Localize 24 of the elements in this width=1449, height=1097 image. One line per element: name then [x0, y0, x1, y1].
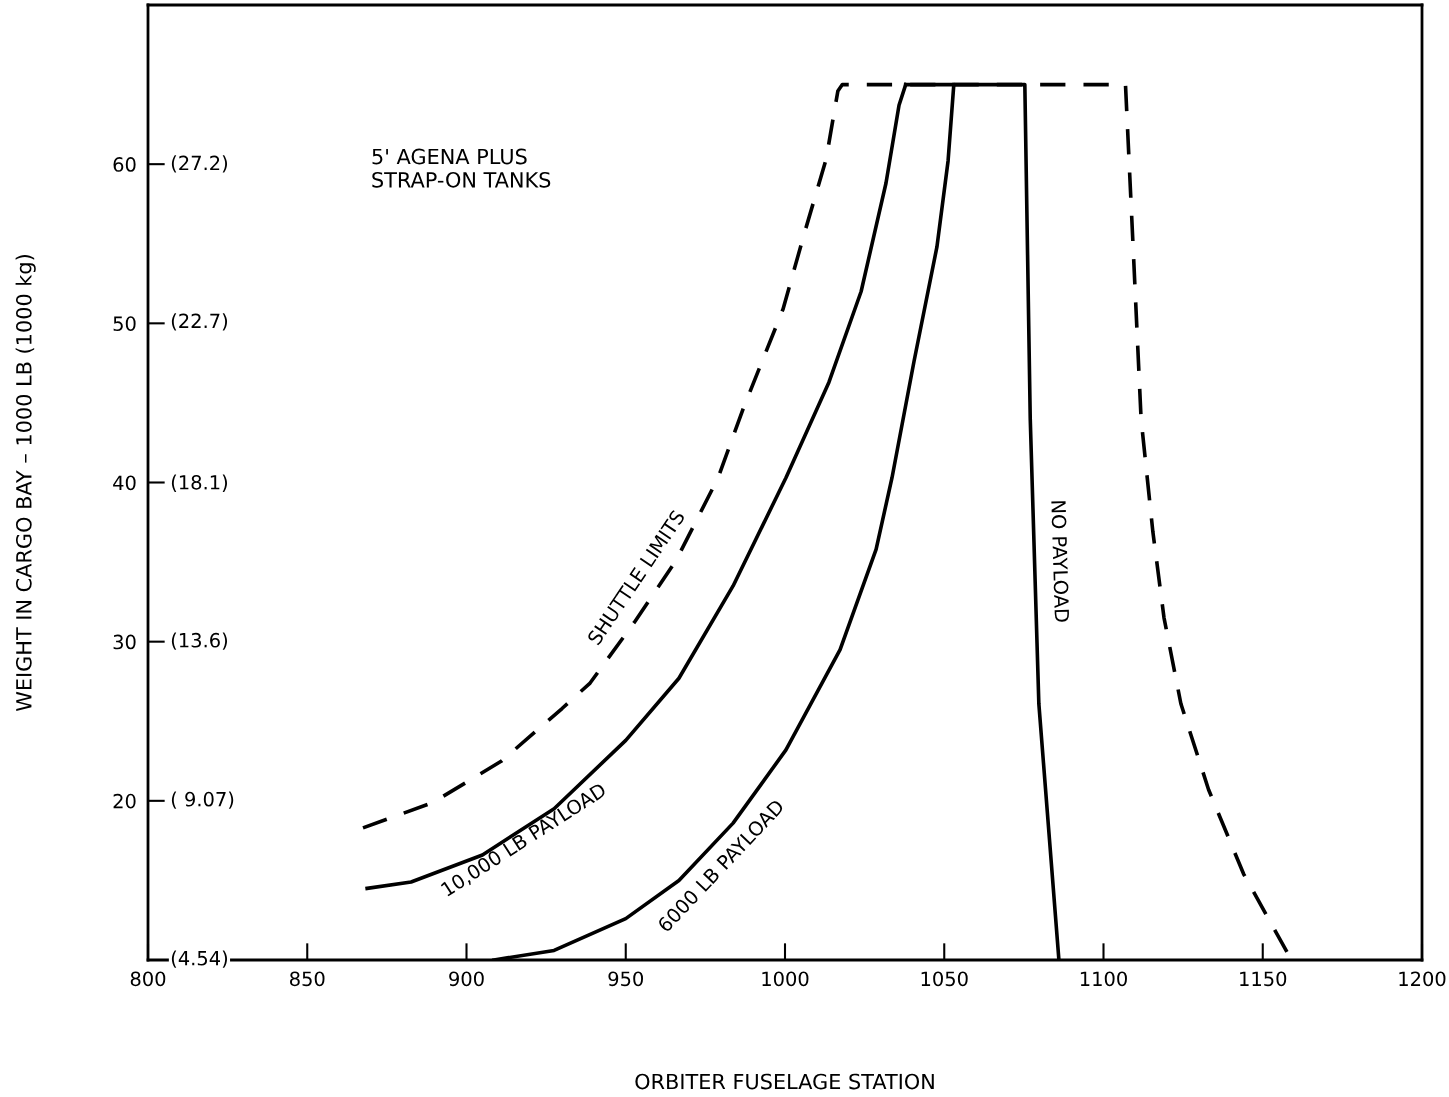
x-tick-label: 800	[130, 971, 166, 987]
y-axis-title: WEIGHT IN CARGO BAY – 1000 LB (1000 kg)	[15, 255, 36, 712]
x-tick-label: 950	[608, 971, 644, 987]
y-tick-label: 40	[113, 475, 136, 491]
x-tick-label: 1000	[762, 971, 809, 987]
y-tick-label: 50	[113, 316, 136, 331]
y2-tick-label: (4.54)	[171, 950, 228, 968]
x-tick-label: 1200	[1399, 971, 1446, 987]
text: NO PAYLOAD	[1051, 501, 1070, 623]
x-tick-label: 850	[290, 971, 325, 987]
x-tick-label: 1050	[921, 971, 968, 987]
y-tick-label: 30	[113, 634, 136, 650]
y2-tick-label: (27.2)	[171, 155, 228, 173]
y2-tick-label: (13.6)	[171, 632, 228, 650]
x-axis-title: ORBITER FUSELAGE STATION	[635, 1073, 934, 1090]
y2-tick-label: (22.7)	[171, 313, 228, 331]
x-tick-label: 900	[449, 971, 484, 987]
y-tick-label: 20	[113, 793, 136, 809]
x-tick-label: 1150	[1240, 971, 1287, 987]
x-tick-label: 1100	[1080, 971, 1127, 987]
y-tick-label: 60	[113, 157, 136, 172]
annotation: 5' AGENA PLUS STRAP-ON TANKS	[372, 148, 551, 188]
y2-tick-label: (18.1)	[171, 474, 228, 492]
y2-tick-label: ( 9.07)	[171, 791, 234, 809]
